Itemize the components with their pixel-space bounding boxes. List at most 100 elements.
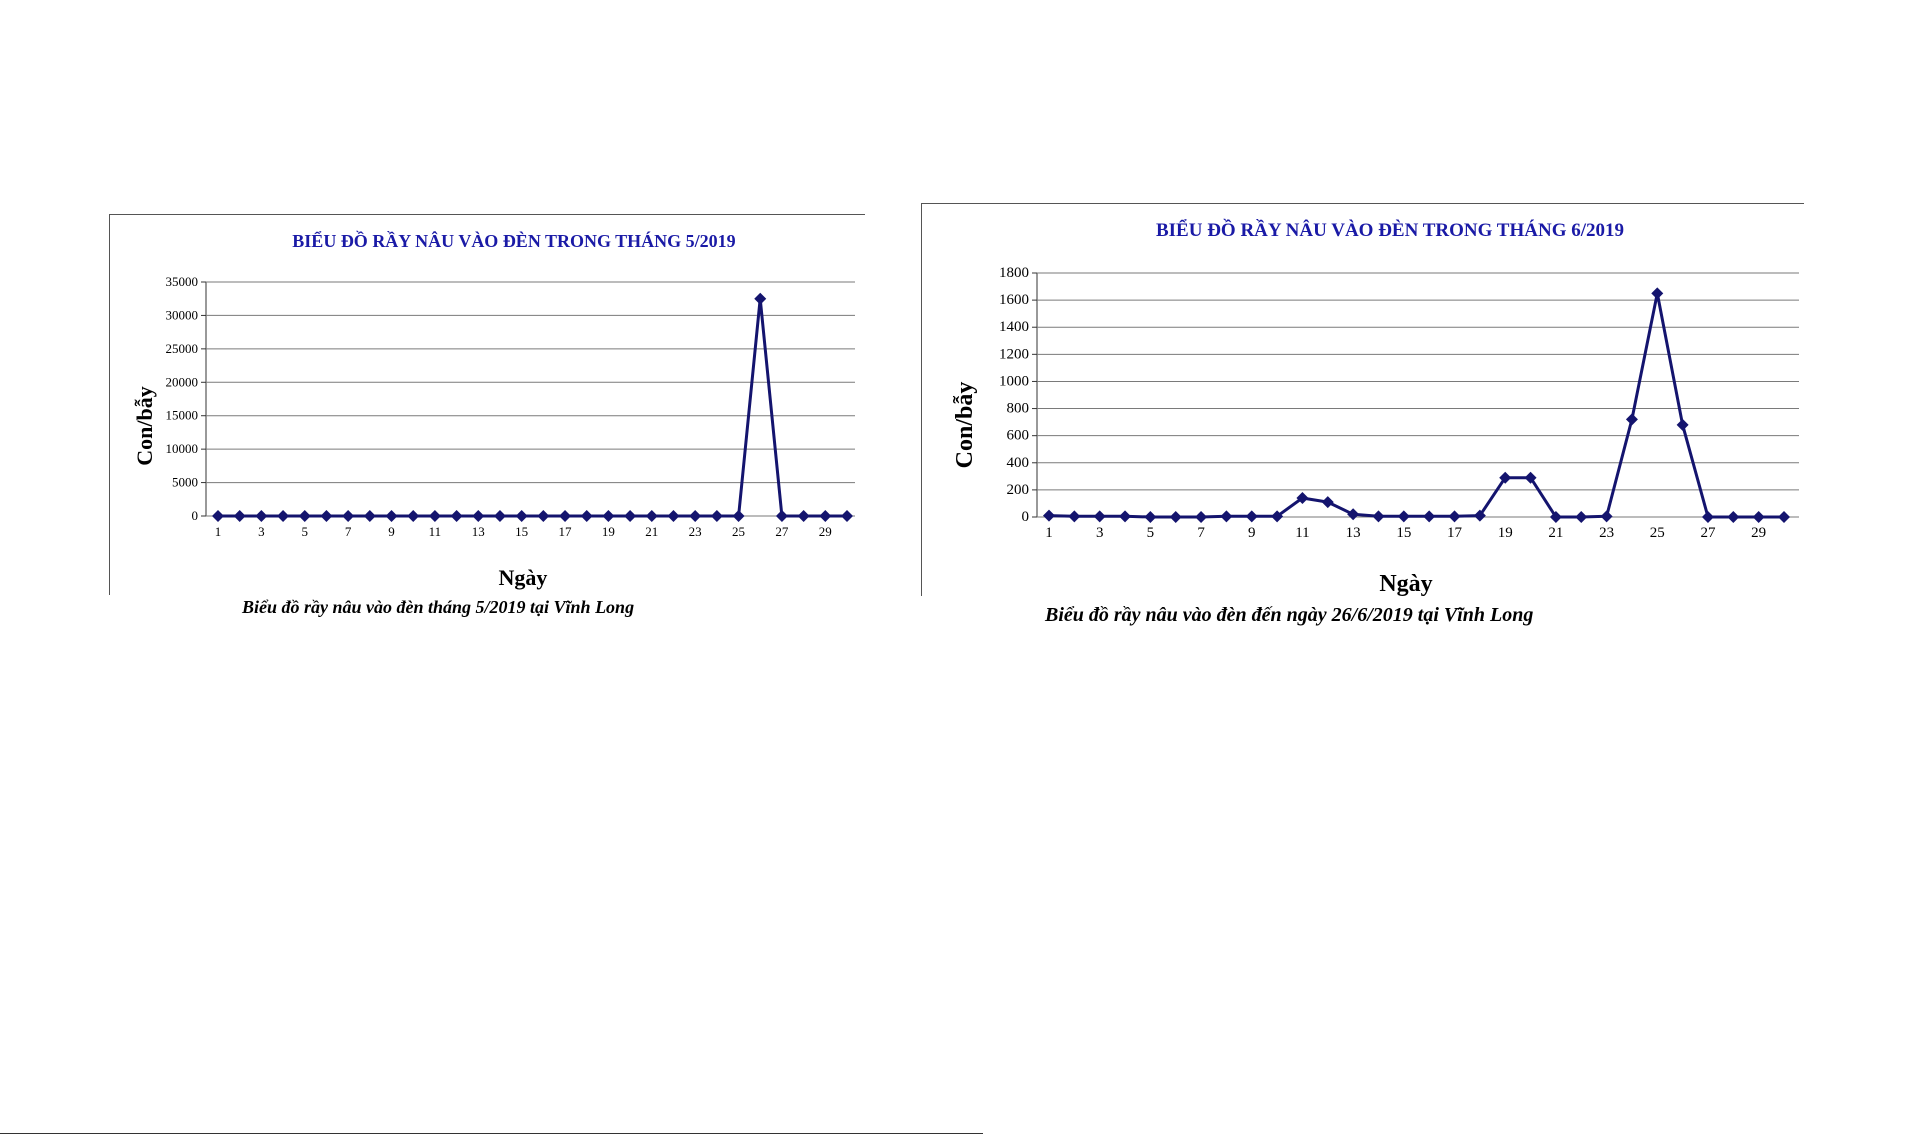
chart-2-title: BIỂU ĐỒ RẦY NÂU VÀO ĐÈN TRONG THÁNG 6/20…: [1156, 219, 1624, 241]
chart-1-data-point: [212, 510, 224, 522]
chart-1-data-point: [841, 510, 853, 522]
chart-2-data-point: [1575, 511, 1588, 523]
chart-1-x-tick-label: 17: [559, 524, 573, 539]
chart-1-data-point: [559, 510, 572, 522]
chart-2-y-tick-label: 1000: [999, 373, 1029, 389]
chart-1-data-point: [580, 510, 593, 522]
chart-2-data-point: [1524, 471, 1537, 484]
chart-2-data-point: [1220, 510, 1233, 523]
chart-2-x-tick-label: 13: [1346, 525, 1361, 541]
chart-may-2019-svg: BIỂU ĐỒ RẦY NÂU VÀO ĐÈN TRONG THÁNG 5/20…: [132, 230, 855, 590]
chart-1-data-point: [732, 510, 745, 522]
chart-2-y-tick-label: 200: [1007, 482, 1030, 498]
chart-1-y-tick-label: 10000: [166, 441, 199, 456]
chart-1-x-tick-label: 13: [472, 524, 485, 539]
chart-1-x-tick-label: 29: [819, 524, 832, 539]
chart-2-data-point: [1727, 511, 1740, 523]
chart-1-x-tick-label: 5: [302, 524, 309, 539]
chart-2-data-point: [1321, 496, 1334, 509]
chart-2-data-point: [1093, 510, 1106, 523]
chart-1-data-point: [255, 510, 268, 522]
chart-2-data-point: [1169, 511, 1182, 523]
chart-1-data-point: [689, 510, 702, 522]
chart-2-x-tick-label: 29: [1751, 525, 1766, 541]
chart-2-y-tick-label: 1400: [999, 319, 1029, 335]
chart-2-data-point: [1271, 510, 1284, 523]
chart-2-y-tick-label: 1800: [999, 265, 1029, 281]
chart-2-data-point: [1448, 510, 1461, 523]
chart-1-data-point: [407, 510, 420, 522]
chart-1-data-point: [363, 510, 376, 522]
chart-2-data-point: [1296, 492, 1309, 505]
chart-1-x-tick-label: 3: [258, 524, 265, 539]
chart-june-2019: BIỂU ĐỒ RẦY NÂU VÀO ĐÈN TRONG THÁNG 6/20…: [921, 203, 1804, 596]
chart-2-data-point: [1549, 511, 1562, 523]
chart-1-data-point: [645, 510, 658, 522]
chart-june-2019-svg: BIỂU ĐỒ RẦY NÂU VÀO ĐÈN TRONG THÁNG 6/20…: [952, 219, 1799, 596]
chart-2-x-tick-label: 15: [1396, 525, 1411, 541]
chart-1-data-point: [450, 510, 463, 522]
chart-2-data-point: [1068, 510, 1081, 523]
chart-2-data-point: [1043, 509, 1055, 522]
chart-2-data-point: [1119, 510, 1132, 523]
chart-2-data-point: [1499, 471, 1512, 484]
chart-1-data-point: [233, 510, 246, 522]
chart-1-y-tick-label: 35000: [166, 274, 199, 289]
chart-2-data-point: [1423, 510, 1436, 523]
chart-2-y-tick-label: 0: [1022, 509, 1030, 525]
chart-2-data-point: [1372, 510, 1385, 523]
chart-2-y-tick-label: 600: [1007, 428, 1030, 444]
chart-1-x-axis-label: Ngày: [499, 565, 548, 590]
chart-2-data-point: [1600, 510, 1613, 523]
chart-2-data-point: [1778, 511, 1790, 523]
chart-1-data-point: [320, 510, 333, 522]
chart-1-data-point: [385, 510, 398, 522]
chart-1-data-point: [775, 510, 788, 522]
chart-1-data-point: [515, 510, 528, 522]
chart-2-data-point: [1651, 287, 1664, 300]
chart-2-y-tick-label: 1600: [999, 292, 1029, 308]
chart-2-x-tick-label: 7: [1197, 525, 1205, 541]
chart-1-data-point: [537, 510, 550, 522]
chart-1-y-tick-label: 15000: [166, 408, 199, 423]
chart-2-x-axis-label: Ngày: [1379, 571, 1432, 596]
chart-1-y-axis-label: Con/bẫy: [132, 386, 157, 465]
chart-1-data-point: [754, 292, 767, 305]
chart-2-x-tick-label: 17: [1447, 525, 1463, 541]
chart-1-data-point: [819, 510, 832, 522]
chart-1-data-point: [298, 510, 311, 522]
chart-1-x-tick-label: 1: [215, 524, 222, 539]
chart-2-y-tick-label: 800: [1007, 401, 1030, 417]
chart-1-x-tick-label: 21: [645, 524, 658, 539]
chart-2-x-tick-label: 25: [1650, 525, 1665, 541]
chart-1-y-tick-label: 5000: [172, 475, 198, 490]
chart-june-2019-caption: Biểu đồ rầy nâu vào đèn đến ngày 26/6/20…: [1045, 604, 1534, 626]
chart-2-data-point: [1676, 418, 1689, 431]
chart-1-y-tick-label: 30000: [166, 307, 199, 322]
chart-2-x-tick-label: 1: [1045, 525, 1053, 541]
chart-1-data-point: [624, 510, 637, 522]
chart-1-x-tick-label: 7: [345, 524, 352, 539]
chart-1-x-tick-label: 23: [689, 524, 702, 539]
chart-2-data-point: [1752, 511, 1765, 523]
chart-2-x-tick-label: 23: [1599, 525, 1614, 541]
chart-1-data-point: [797, 510, 810, 522]
chart-2-data-point: [1397, 510, 1410, 523]
chart-2-x-tick-label: 27: [1700, 525, 1716, 541]
chart-1-x-tick-label: 15: [515, 524, 528, 539]
chart-2-x-tick-label: 5: [1147, 525, 1155, 541]
chart-2-x-tick-label: 19: [1498, 525, 1513, 541]
chart-1-x-tick-label: 9: [388, 524, 395, 539]
chart-1-data-point: [277, 510, 290, 522]
chart-1-data-point: [342, 510, 355, 522]
chart-2-data-point: [1701, 511, 1714, 523]
chart-1-x-tick-label: 19: [602, 524, 615, 539]
chart-1-data-point: [472, 510, 485, 522]
chart-2-data-point: [1144, 511, 1157, 523]
chart-1-data-point: [602, 510, 615, 522]
chart-2-x-tick-label: 9: [1248, 525, 1256, 541]
chart-may-2019-caption: Biểu đồ rầy nâu vào đèn tháng 5/2019 tại…: [242, 597, 635, 617]
chart-1-y-tick-label: 25000: [166, 341, 199, 356]
chart-1-y-tick-label: 20000: [166, 374, 199, 389]
chart-1-x-tick-label: 11: [429, 524, 442, 539]
